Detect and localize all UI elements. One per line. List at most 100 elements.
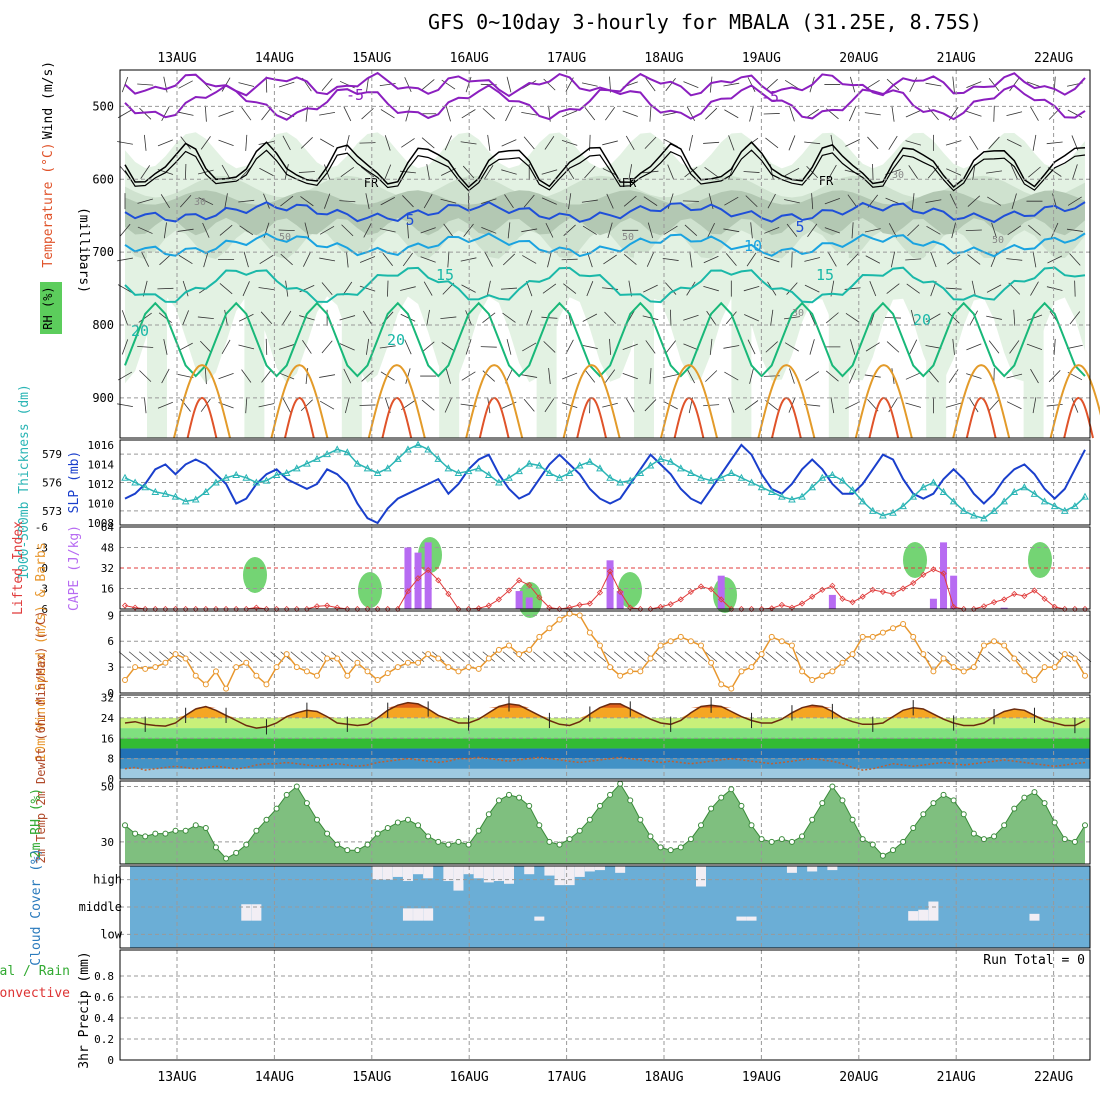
rh2m-marker bbox=[495, 797, 502, 804]
slp-tick-label: 1010 bbox=[88, 498, 115, 511]
wind-barb bbox=[380, 197, 395, 206]
thickness-marker bbox=[262, 476, 271, 484]
bottom-date-label: 20AUG bbox=[839, 1070, 878, 1085]
thickness-marker bbox=[515, 467, 523, 475]
wind10-marker bbox=[516, 651, 523, 658]
rh2m-marker bbox=[415, 822, 422, 829]
lifted-marker bbox=[869, 586, 876, 593]
wind10-marker bbox=[132, 664, 139, 671]
cape-bar bbox=[950, 575, 958, 609]
ylabel-convective: Convective bbox=[0, 986, 70, 1001]
wind-barb bbox=[238, 313, 254, 322]
run-total-label: Run Total = 0 bbox=[983, 953, 1085, 968]
contour-label: 5 bbox=[795, 218, 804, 236]
rh2m-marker bbox=[344, 847, 351, 854]
rh2m-marker bbox=[253, 827, 260, 834]
wind10-marker bbox=[122, 677, 128, 684]
wind-barb bbox=[864, 228, 881, 233]
wind10-barb bbox=[219, 651, 233, 663]
wind-barb bbox=[865, 342, 880, 352]
temp-contour-5 bbox=[124, 201, 1086, 224]
wind10-marker bbox=[182, 655, 189, 662]
bottom-date-label: 14AUG bbox=[255, 1070, 294, 1085]
wind10-marker bbox=[829, 668, 836, 675]
wind-barb bbox=[988, 340, 1000, 354]
ylabel-wind10: 10m Wind Speed (m/s) & Barbs bbox=[34, 542, 49, 761]
rh2m-marker bbox=[900, 838, 907, 845]
wind10-marker bbox=[980, 642, 987, 649]
temp-contour-30 bbox=[186, 396, 218, 439]
wind10-marker bbox=[576, 612, 583, 619]
cloud-high-bar bbox=[696, 866, 706, 887]
rh2m-marker bbox=[273, 805, 280, 812]
thickness-marker bbox=[788, 495, 796, 503]
wind-barb bbox=[1047, 167, 1062, 177]
cloud-high-bar bbox=[392, 866, 403, 877]
rh2m-marker bbox=[1011, 805, 1018, 812]
rh2m-marker bbox=[819, 800, 826, 807]
wind-barb bbox=[724, 109, 739, 119]
rh2m-marker bbox=[809, 816, 816, 823]
lifted-tick-label: 0 bbox=[41, 562, 48, 575]
rh2m-marker bbox=[778, 836, 785, 843]
wind-barb bbox=[749, 105, 754, 122]
wind10-marker bbox=[546, 625, 553, 632]
wind-barb bbox=[444, 397, 452, 413]
lifted-marker bbox=[667, 601, 674, 608]
rh2m-marker bbox=[303, 800, 310, 807]
wind10-barb bbox=[593, 651, 607, 663]
wind-barb bbox=[521, 228, 538, 233]
cloud-cover-panel: high middle low Cloud Cover (%) bbox=[29, 848, 1091, 966]
cloud-high-bar bbox=[473, 866, 484, 879]
lifted-marker bbox=[677, 596, 684, 603]
wind-barb bbox=[177, 228, 194, 232]
wind-barb bbox=[886, 341, 900, 353]
precip-tick-label: 0.8 bbox=[94, 970, 114, 983]
thickness-marker bbox=[383, 464, 392, 472]
wind-barb bbox=[1006, 373, 1023, 379]
thickness-marker bbox=[525, 459, 534, 467]
cloud-middle-bar bbox=[402, 908, 413, 921]
wind-barb bbox=[137, 226, 153, 234]
wind-barb bbox=[259, 167, 274, 177]
wind-barb bbox=[767, 193, 776, 209]
wind-barb bbox=[342, 281, 353, 296]
wind-barb bbox=[544, 136, 555, 150]
cape-bar bbox=[717, 575, 725, 609]
wind-barb bbox=[965, 229, 982, 231]
wind-barb bbox=[846, 253, 859, 266]
wind10-marker bbox=[435, 655, 442, 662]
thickness-marker bbox=[484, 470, 493, 478]
wind-barb bbox=[683, 343, 699, 351]
rh2m-marker bbox=[879, 852, 886, 859]
wind-barb bbox=[749, 368, 754, 384]
rh-column bbox=[536, 252, 557, 438]
top-date-label: 17AUG bbox=[547, 51, 586, 66]
wind-barb bbox=[177, 111, 194, 116]
wind-barb bbox=[945, 287, 962, 290]
cloud-high-bar bbox=[574, 866, 585, 877]
wind-barb bbox=[905, 140, 922, 146]
wind-barb bbox=[282, 135, 291, 151]
rh2m-marker bbox=[728, 786, 735, 793]
rh2m-marker bbox=[475, 827, 482, 834]
lifted-tick-label: -6 bbox=[35, 521, 48, 534]
wind-barb bbox=[157, 401, 173, 409]
wind-barb bbox=[946, 168, 962, 176]
wind-barb bbox=[865, 255, 881, 264]
wind-barb bbox=[521, 374, 538, 378]
wind-barb bbox=[606, 193, 614, 209]
wind-barb bbox=[121, 76, 129, 93]
wind10-marker bbox=[364, 668, 371, 675]
cape-bar bbox=[606, 560, 614, 609]
contour-label: -5 bbox=[346, 86, 364, 104]
temp-contour-15 bbox=[124, 266, 1086, 304]
thickness-marker bbox=[181, 497, 190, 505]
wind-barb bbox=[791, 251, 793, 268]
rh2m-marker bbox=[334, 841, 341, 848]
wind-barb bbox=[622, 372, 638, 380]
top-date-label: 20AUG bbox=[839, 51, 878, 66]
wind-barb bbox=[303, 252, 311, 267]
rh2m-marker bbox=[536, 822, 543, 829]
wind10-barb bbox=[624, 651, 637, 663]
